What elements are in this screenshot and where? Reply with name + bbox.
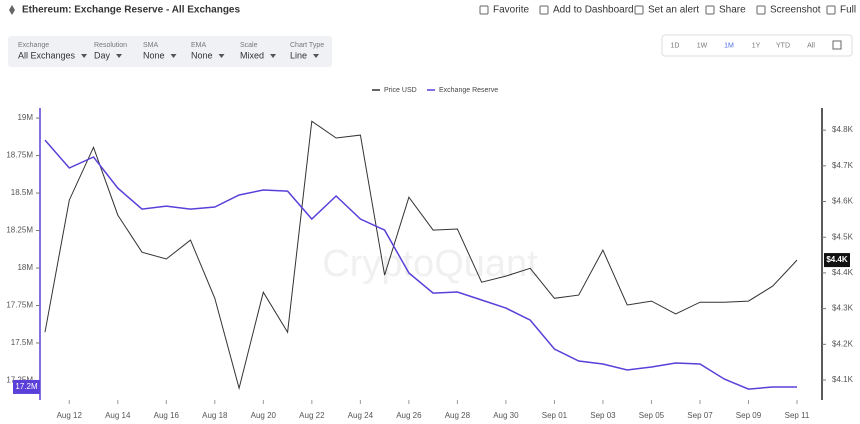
last-value-badge	[13, 379, 40, 394]
filter-value[interactable]: Day	[94, 50, 111, 60]
range-button[interactable]: All	[807, 42, 815, 49]
range-button[interactable]: 1Y	[752, 42, 761, 49]
range-button[interactable]: 1M	[724, 42, 734, 49]
y-tick-label: 18M	[17, 263, 33, 272]
y2-tick-label: $4.5K	[832, 232, 854, 241]
range-bar	[661, 34, 853, 57]
watermark: CryptoQuant	[322, 243, 538, 285]
filter-label: Chart Type	[290, 42, 324, 49]
x-tick-label: Aug 30	[493, 411, 519, 420]
dropdown-arrow	[116, 54, 123, 58]
y-tick-label: 19M	[17, 113, 33, 122]
filter-label: Scale	[240, 42, 258, 49]
last-value-badge	[824, 253, 850, 268]
header-action[interactable]: Full	[840, 5, 856, 16]
filter-bar	[8, 36, 332, 67]
calendar-icon[interactable]	[832, 40, 842, 50]
header-action[interactable]: Add to Dashboard	[553, 5, 634, 16]
x-tick-label: Aug 14	[105, 411, 131, 420]
filter-value[interactable]: All Exchanges	[18, 50, 76, 60]
y-tick-label: 18.25M	[6, 226, 33, 235]
dropdown-arrow	[270, 54, 277, 58]
action-icon	[634, 5, 644, 15]
filter-label: SMA	[143, 42, 159, 49]
x-tick-label: Sep 05	[639, 411, 665, 420]
x-tick-label: Aug 20	[251, 411, 277, 420]
page-title: Ethereum: Exchange Reserve - All Exchang…	[22, 5, 240, 16]
last-value-label: $4.4K	[826, 255, 848, 264]
action-icon	[705, 5, 715, 15]
x-tick-label: Aug 26	[396, 411, 422, 420]
x-tick-label: Aug 18	[202, 411, 228, 420]
y2-tick-label: $4.8K	[832, 125, 854, 134]
x-tick-label: Sep 11	[785, 411, 810, 420]
x-tick-label: Sep 01	[542, 411, 568, 420]
header-action[interactable]: Share	[719, 5, 746, 16]
legend-label[interactable]: Price USD	[384, 87, 417, 94]
last-value-label: 17.2M	[15, 382, 38, 391]
range-button[interactable]: YTD	[776, 42, 790, 49]
x-tick-label: Sep 03	[590, 411, 616, 420]
y-tick-label: 17.5M	[11, 338, 34, 347]
header-action[interactable]: Screenshot	[770, 5, 821, 16]
y2-tick-label: $4.7K	[832, 161, 854, 170]
filter-value[interactable]: None	[191, 50, 213, 60]
y-tick-label: 18.75M	[6, 151, 33, 160]
x-tick-label: Aug 16	[154, 411, 180, 420]
y2-tick-label: $4.1K	[832, 375, 854, 384]
y-tick-label: 18.5M	[11, 188, 34, 197]
action-icon	[756, 5, 766, 15]
y-tick-label: 17.75M	[6, 301, 33, 310]
dropdown-arrow	[81, 54, 88, 58]
y2-tick-label: $4.4K	[832, 268, 854, 277]
x-tick-label: Aug 22	[299, 411, 325, 420]
legend-label[interactable]: Exchange Reserve	[439, 87, 498, 94]
filter-value[interactable]: Line	[290, 50, 307, 60]
x-tick-label: Sep 07	[687, 411, 713, 420]
x-tick-label: Aug 24	[348, 411, 374, 420]
y2-tick-label: $4.2K	[832, 339, 854, 348]
action-icon	[539, 5, 549, 15]
x-tick-label: Aug 12	[57, 411, 83, 420]
filter-label: Exchange	[18, 42, 49, 49]
range-button[interactable]: 1D	[671, 42, 680, 49]
header-action[interactable]: Favorite	[493, 5, 530, 16]
action-icon	[479, 5, 489, 15]
y2-tick-label: $4.6K	[832, 197, 854, 206]
dropdown-arrow	[218, 54, 225, 58]
filter-label: EMA	[191, 42, 207, 49]
filter-label: Resolution	[94, 42, 127, 49]
y2-tick-label: $4.3K	[832, 304, 854, 313]
range-button[interactable]: 1W	[697, 42, 708, 49]
header-action[interactable]: Set an alert	[648, 5, 699, 16]
dropdown-arrow	[313, 54, 320, 58]
series-line	[44, 139, 797, 390]
eth-icon	[9, 5, 15, 15]
x-tick-label: Aug 28	[445, 411, 471, 420]
x-tick-label: Sep 09	[736, 411, 762, 420]
dropdown-arrow	[170, 54, 177, 58]
filter-value[interactable]: Mixed	[240, 50, 264, 60]
filter-value[interactable]: None	[143, 50, 165, 60]
series-line	[44, 120, 798, 391]
action-icon	[826, 5, 836, 15]
